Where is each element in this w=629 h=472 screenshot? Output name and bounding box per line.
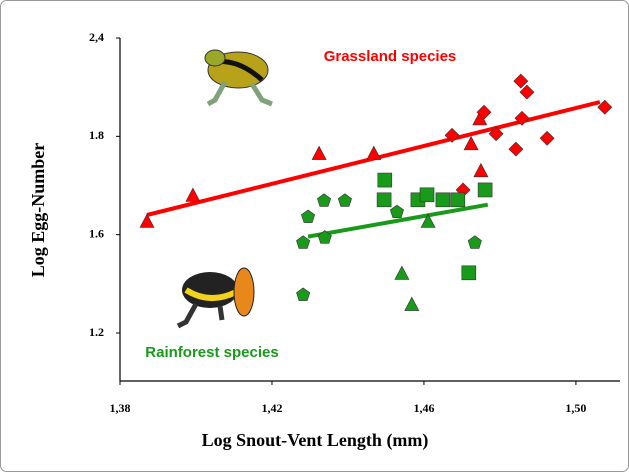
- y-tick-label: 1.2: [89, 325, 104, 339]
- y-tick-label: 1.6: [89, 226, 104, 240]
- point: [377, 193, 391, 207]
- x-axis-title: Log Snout-Vent Length (mm): [202, 430, 429, 451]
- x-tick-label: 1,38: [110, 401, 131, 415]
- annotation: Grassland species: [324, 48, 457, 65]
- y-tick-label: 1.8: [89, 128, 104, 142]
- point: [451, 193, 465, 207]
- x-tick-label: 1,42: [261, 401, 282, 415]
- point: [378, 173, 392, 187]
- annotation: Rainforest species: [145, 344, 278, 361]
- x-tick-label: 1,46: [413, 401, 434, 415]
- point: [436, 193, 450, 207]
- x-tick-label: 1,50: [565, 401, 586, 415]
- chart: Log Snout-Vent Length (mm) Log Egg-Numbe…: [0, 0, 629, 472]
- y-axis-title: Log Egg-Number: [28, 143, 48, 278]
- y-tick-label: 2,4: [89, 30, 104, 44]
- point: [478, 183, 492, 197]
- point: [420, 188, 434, 202]
- point: [462, 266, 476, 280]
